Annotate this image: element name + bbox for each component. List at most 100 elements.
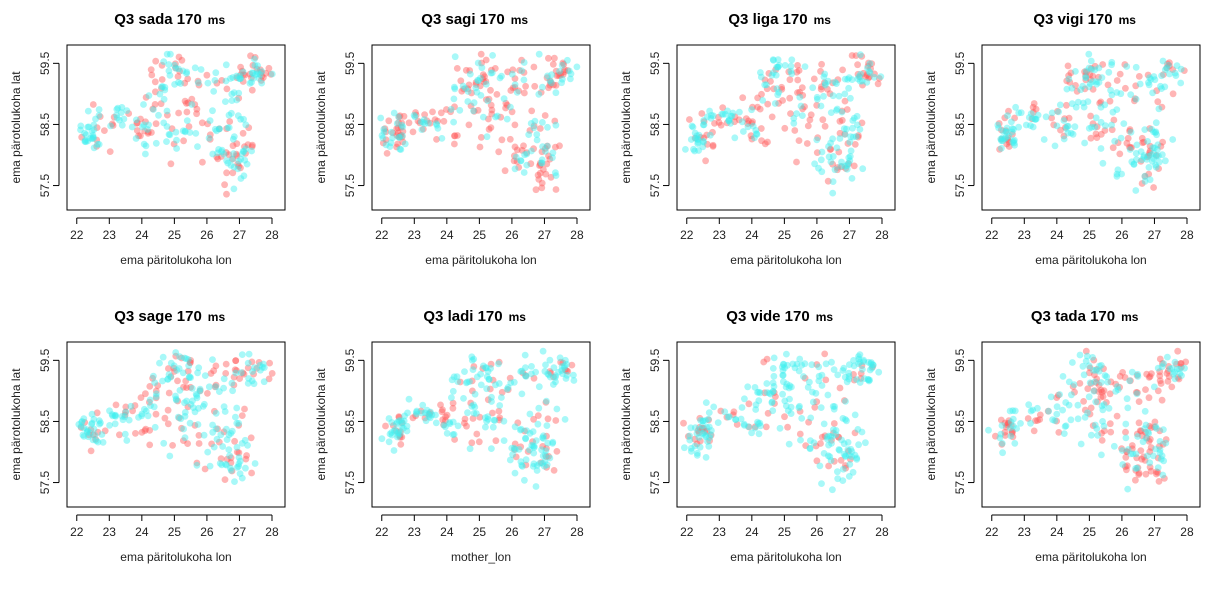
data-point-cyan bbox=[856, 379, 864, 386]
data-point-red bbox=[1116, 372, 1124, 380]
data-point-red bbox=[796, 408, 804, 415]
data-point-cyan bbox=[1095, 367, 1103, 375]
data-point-cyan bbox=[394, 433, 401, 441]
data-point-red bbox=[1053, 394, 1061, 401]
data-point-cyan bbox=[532, 437, 540, 444]
data-point-cyan bbox=[432, 411, 439, 419]
data-point-cyan bbox=[769, 388, 777, 395]
data-point-cyan bbox=[380, 125, 388, 133]
data-point-red bbox=[175, 109, 183, 117]
data-point-cyan bbox=[846, 153, 854, 160]
data-point-red bbox=[511, 143, 519, 151]
data-point-cyan bbox=[1081, 414, 1089, 421]
data-point-red bbox=[543, 463, 550, 471]
data-point-red bbox=[834, 164, 841, 171]
data-point-cyan bbox=[1008, 128, 1016, 136]
scatter-panel: Q3 vigi 170 ms 22 23 24 25 26 27 28 57.5 58.5 59.5 e… bbox=[915, 0, 1219, 297]
data-point-cyan bbox=[466, 378, 473, 385]
data-point-cyan bbox=[841, 162, 849, 170]
data-point-cyan bbox=[235, 89, 243, 97]
data-point-red bbox=[992, 432, 999, 440]
data-point-cyan bbox=[1067, 416, 1075, 424]
data-point-cyan bbox=[540, 432, 547, 440]
data-point-cyan bbox=[1162, 157, 1169, 165]
data-point-cyan bbox=[248, 147, 256, 155]
data-point-red bbox=[1063, 101, 1070, 109]
data-point-red bbox=[240, 370, 248, 378]
data-point-cyan bbox=[801, 360, 809, 368]
data-point-cyan bbox=[856, 125, 864, 133]
data-point-cyan bbox=[451, 85, 459, 93]
data-point-cyan bbox=[528, 441, 536, 449]
data-point-red bbox=[488, 106, 496, 114]
data-point-cyan bbox=[1141, 407, 1149, 415]
data-point-red bbox=[874, 80, 882, 88]
data-point-cyan bbox=[1009, 407, 1017, 414]
data-point-cyan bbox=[1104, 378, 1111, 386]
data-point-red bbox=[1005, 107, 1012, 115]
data-point-red bbox=[550, 467, 558, 474]
data-point-cyan bbox=[388, 128, 395, 136]
data-point-red bbox=[495, 416, 503, 424]
data-point-cyan bbox=[500, 437, 508, 444]
data-point-cyan bbox=[844, 439, 852, 446]
data-point-red bbox=[557, 358, 565, 366]
data-point-cyan bbox=[696, 443, 704, 451]
data-point-cyan bbox=[378, 132, 386, 139]
data-point-cyan bbox=[857, 51, 864, 59]
data-point-red bbox=[762, 423, 770, 431]
data-point-cyan bbox=[241, 436, 249, 444]
data-point-red bbox=[1147, 424, 1155, 431]
data-point-cyan bbox=[1065, 378, 1073, 386]
data-point-red bbox=[396, 112, 404, 120]
y-tick-label: 58.5 bbox=[38, 112, 52, 136]
data-point-cyan bbox=[838, 436, 845, 444]
data-point-red bbox=[1106, 97, 1114, 105]
data-point-red bbox=[479, 71, 487, 79]
data-point-cyan bbox=[449, 418, 457, 426]
data-point-red bbox=[397, 441, 405, 448]
data-point-red bbox=[545, 453, 552, 460]
data-point-cyan bbox=[172, 395, 180, 403]
data-point-cyan bbox=[1017, 420, 1024, 427]
data-point-cyan bbox=[702, 454, 710, 461]
data-point-cyan bbox=[488, 69, 496, 77]
data-point-cyan bbox=[538, 446, 545, 454]
x-tick-label: 25 bbox=[1083, 228, 1097, 242]
data-point-red bbox=[1067, 69, 1075, 77]
data-point-red bbox=[451, 132, 459, 140]
data-point-red bbox=[398, 419, 406, 427]
data-point-red bbox=[487, 86, 494, 94]
data-point-red bbox=[246, 70, 254, 78]
chart-title: Q3 tada 170 bbox=[1031, 308, 1115, 325]
data-point-cyan bbox=[768, 399, 776, 407]
data-point-cyan bbox=[522, 435, 529, 443]
data-point-red bbox=[836, 117, 844, 125]
data-point-cyan bbox=[534, 420, 542, 428]
data-point-cyan bbox=[825, 432, 833, 440]
data-point-cyan bbox=[866, 366, 874, 374]
data-point-red bbox=[443, 411, 451, 419]
data-point-red bbox=[206, 136, 214, 143]
data-point-cyan bbox=[1143, 156, 1151, 163]
data-point-cyan bbox=[1153, 131, 1160, 139]
data-point-red bbox=[1135, 73, 1143, 80]
x-tick-label: 26 bbox=[200, 228, 214, 242]
data-point-red bbox=[1099, 393, 1107, 400]
y-tick-label: 59.5 bbox=[343, 51, 357, 75]
data-point-cyan bbox=[213, 435, 221, 443]
data-point-red bbox=[830, 457, 838, 465]
data-point-cyan bbox=[1145, 153, 1152, 160]
data-point-red bbox=[1173, 360, 1180, 368]
data-point-cyan bbox=[754, 418, 761, 426]
data-point-red bbox=[1098, 430, 1105, 437]
data-point-red bbox=[1093, 375, 1101, 383]
data-point-cyan bbox=[213, 127, 220, 135]
data-point-cyan bbox=[232, 369, 240, 377]
data-point-red bbox=[686, 116, 693, 123]
data-point-cyan bbox=[474, 59, 482, 67]
data-point-cyan bbox=[196, 385, 204, 393]
data-point-cyan bbox=[695, 131, 703, 139]
data-point-red bbox=[1123, 462, 1131, 470]
data-point-cyan bbox=[450, 431, 458, 438]
